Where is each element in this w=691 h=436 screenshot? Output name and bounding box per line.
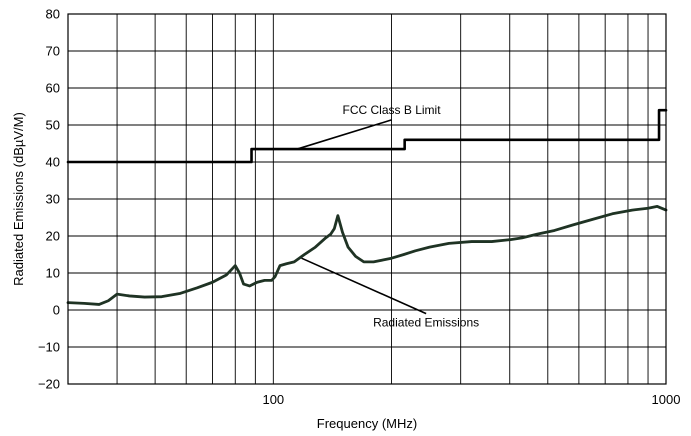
y-tick-label: −20 [38,377,60,392]
x-axis-title: Frequency (MHz) [317,416,417,431]
y-tick-label: 10 [46,266,60,281]
x-tick-label: 100 [262,392,284,407]
x-tick-label: 1000 [652,392,681,407]
grid-layer [68,13,667,385]
y-tick-label: −10 [38,340,60,355]
y-tick-label: 30 [46,192,60,207]
fcc-limit-line [66,108,668,164]
emissions-annotation: Radiated Emissions [373,316,479,330]
series-layer [66,108,668,306]
y-tick-label: 40 [46,155,60,170]
annotation-layer: FCC Class B Limit Radiated Emissions [296,103,479,330]
y-tick-label: 0 [53,303,60,318]
plot-frame [67,13,667,385]
limit-annotation: FCC Class B Limit [343,103,442,117]
radiated-emissions-line [66,205,668,306]
y-tick-label: 70 [46,44,60,59]
tick-label-layer: −20 −10 0 10 20 30 40 50 60 70 80 100 1000 [38,7,681,408]
y-axis-title: Radiated Emissions (dBµV/M) [11,112,26,286]
y-tick-label: 60 [46,81,60,96]
limit-leader-line [296,119,392,150]
y-tick-label: 20 [46,229,60,244]
y-tick-label: 50 [46,118,60,133]
emissions-leader-line [301,257,427,315]
y-tick-label: 80 [46,7,60,22]
